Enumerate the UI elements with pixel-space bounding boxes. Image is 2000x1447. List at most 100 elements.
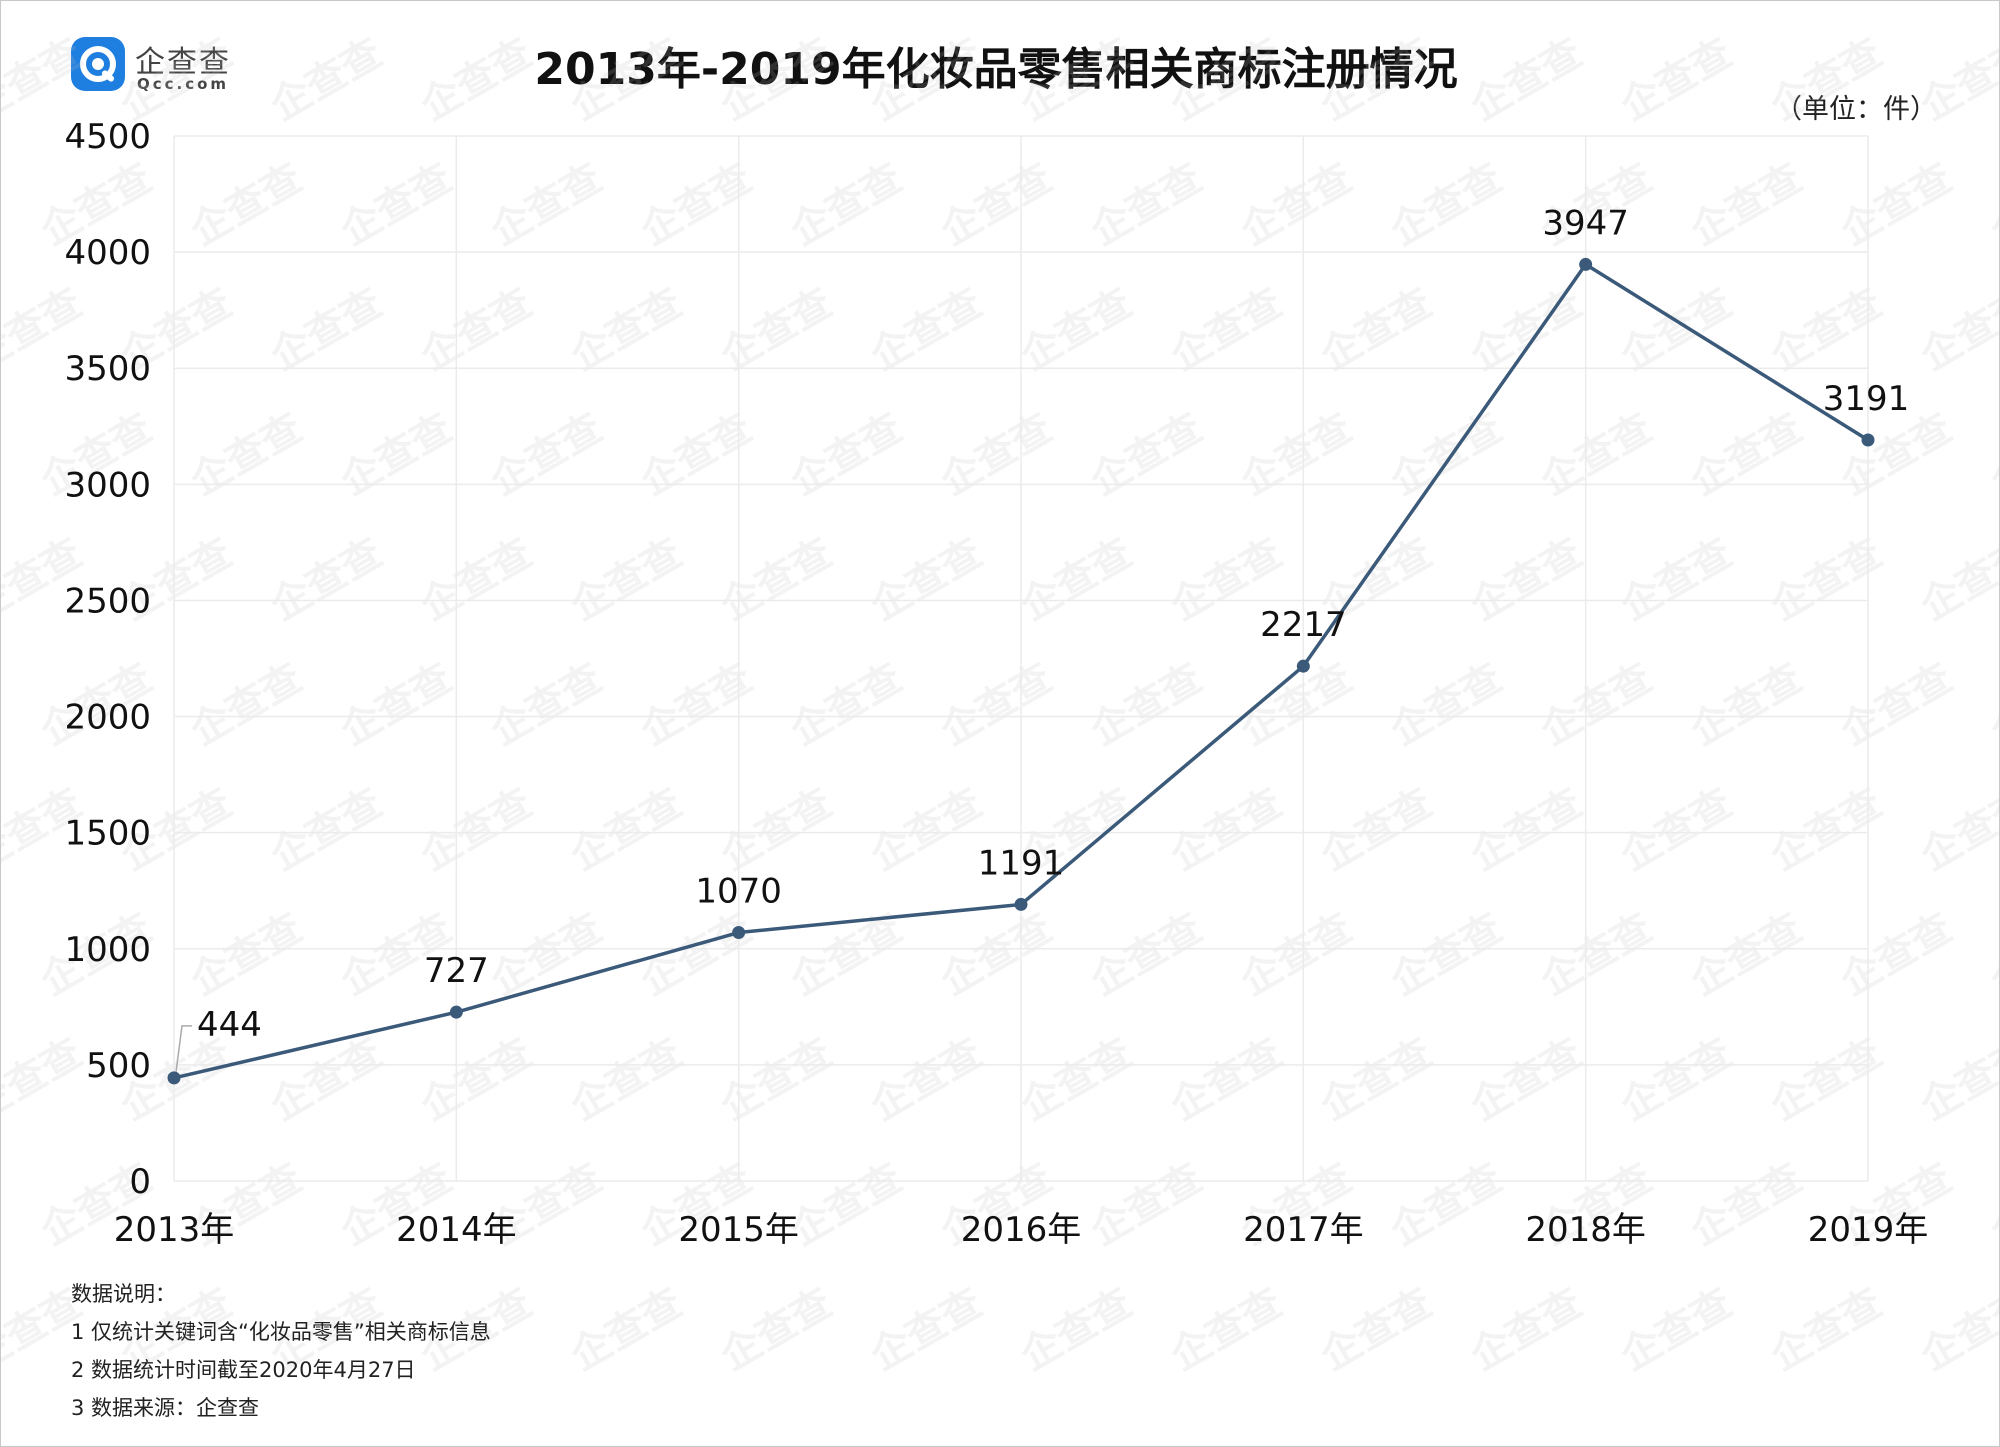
watermark-text: 企查查 (1083, 1155, 1210, 1255)
data-label: 3947 (1542, 203, 1629, 243)
watermark-text: 企查查 (563, 780, 690, 880)
watermark-text: 企查查 (1163, 30, 1290, 130)
watermark-text: 企查查 (713, 780, 840, 880)
watermark-text: 企查查 (863, 1030, 990, 1130)
unit-label: （单位：件） (1775, 94, 1937, 125)
data-point (1861, 433, 1875, 447)
chart-title: 2013年-2019年化妆品零售相关商标注册情况 (534, 44, 1458, 95)
y-tick-label: 1500 (64, 814, 151, 854)
y-tick-label: 4000 (64, 233, 151, 273)
watermark-text: 企查查 (1463, 30, 1590, 130)
x-tick-label: 2014年 (396, 1210, 517, 1250)
watermark-text: 企查查 (783, 405, 910, 505)
data-label: 2217 (1260, 605, 1347, 645)
x-tick-label: 2016年 (961, 1210, 1082, 1250)
watermark-text: 企查查 (563, 30, 690, 130)
watermark-text: 企查查 (1533, 655, 1660, 755)
watermark-text: 企查查 (783, 905, 910, 1005)
watermark-text: 企查查 (563, 1030, 690, 1130)
watermark-text: 企查查 (483, 905, 610, 1005)
watermark-text: 企查查 (1763, 1280, 1890, 1380)
watermark-text: 企查查 (1463, 530, 1590, 630)
watermark-text: 企查查 (563, 1280, 690, 1380)
watermark-text: 企查查 (713, 530, 840, 630)
watermark-text: 企查查 (1383, 405, 1510, 505)
data-label: 444 (197, 1005, 262, 1045)
watermark-text: 企查查 (1763, 30, 1890, 130)
watermark-text: 企查查 (1613, 530, 1740, 630)
watermark-text: 企查查 (783, 1155, 910, 1255)
brand-domain: Qcc.com (137, 75, 230, 93)
watermark-text: 企查查 (1683, 905, 1810, 1005)
watermark-text: 企查查 (1313, 1280, 1440, 1380)
data-notes: 数据说明： 1 仅统计关键词含“化妆品零售”相关商标信息 2 数据统计时间截至2… (71, 1275, 491, 1427)
watermark-text: 企查查 (1383, 655, 1510, 755)
watermark-text: 企查查 (1383, 1155, 1510, 1255)
watermark-text: 企查查 (413, 30, 540, 130)
watermark-text: 企查查 (1463, 780, 1590, 880)
watermark-text: 企查查 (263, 30, 390, 130)
watermark-text: 企查查 (633, 405, 760, 505)
watermark-text: 企查查 (1163, 780, 1290, 880)
watermark-text: 企查查 (933, 905, 1060, 1005)
watermark-text: 企查查 (1613, 780, 1740, 880)
watermark-text: 企查查 (263, 1030, 390, 1130)
watermark-text: 企查查 (263, 780, 390, 880)
watermark-text: 企查查 (1313, 1030, 1440, 1130)
data-label: 1070 (695, 872, 782, 912)
watermark-text: 企查查 (413, 1030, 540, 1130)
watermark-text: 企查查 (1233, 155, 1360, 255)
x-tick-label: 2019年 (1808, 1210, 1929, 1250)
watermark-text: 企查查 (413, 280, 540, 380)
watermark-text: 企查查 (713, 280, 840, 380)
watermark-text: 企查查 (1083, 405, 1210, 505)
watermark-layer: 企查查 企查查 企查查 企查查 企查查 企查查 企查查 企查查 企查查 企查查 企查查 企查查 企查查企… (1, 30, 1999, 1380)
watermark-text: 企查查 (1313, 30, 1440, 130)
watermark-text: 企查查 (1013, 1280, 1140, 1380)
watermark-text: 企查查 (1763, 780, 1890, 880)
watermark-text: 企查查 (1983, 405, 1999, 505)
watermark-text: 企查查 (1913, 280, 1999, 380)
watermark-text: 企查查 (633, 655, 760, 755)
x-tick-label: 2017年 (1243, 1210, 1364, 1250)
watermark-text: 企查查 (563, 280, 690, 380)
series-layer (167, 257, 1875, 1085)
watermark-text: 企查查 (1013, 1030, 1140, 1130)
watermark-text: 企查查 (713, 30, 840, 130)
watermark-text: 企查查 (1083, 155, 1210, 255)
watermark-text: 企查查 (1833, 655, 1960, 755)
watermark-text: 企查查 (1, 1030, 90, 1130)
watermark-text: 企查查 (1833, 155, 1960, 255)
data-label: 727 (424, 951, 489, 991)
watermark-text: 企查查 (1, 30, 90, 130)
watermark-text: 企查查 (1463, 1030, 1590, 1130)
watermark-text: 企查查 (863, 30, 990, 130)
watermark-text: 企查查 (1763, 530, 1890, 630)
watermark-text: 企查查 (263, 530, 390, 630)
watermark-text: 企查查 (933, 405, 1060, 505)
grid-layer (173, 135, 1869, 1182)
watermark-text: 企查查 (263, 280, 390, 380)
watermark-text: 企查查 (1383, 155, 1510, 255)
watermark-text: 企查查 (863, 780, 990, 880)
watermark-text: 企查查 (1013, 280, 1140, 380)
watermark-text: 企查查 (633, 905, 760, 1005)
watermark-text: 企查查 (413, 780, 540, 880)
watermark-text: 企查查 (933, 155, 1060, 255)
data-point (1579, 257, 1593, 271)
watermark-text: 企查查 (1163, 1280, 1290, 1380)
watermark-text: 企查查 (1163, 1030, 1290, 1130)
notes-heading: 数据说明： (71, 1282, 176, 1306)
watermark-text: 企查查 (713, 1030, 840, 1130)
watermark-text: 企查查 (1683, 1155, 1810, 1255)
y-tick-label: 500 (86, 1046, 151, 1086)
watermark-text: 企查查 (1763, 280, 1890, 380)
data-point (1296, 659, 1310, 673)
watermark-text: 企查查 (1013, 530, 1140, 630)
y-tick-label: 3000 (64, 465, 151, 505)
watermark-text: 企查查 (183, 155, 310, 255)
watermark-text: 企查查 (863, 280, 990, 380)
watermark-text: 企查查 (1913, 530, 1999, 630)
watermark-text: 企查查 (1463, 1280, 1590, 1380)
